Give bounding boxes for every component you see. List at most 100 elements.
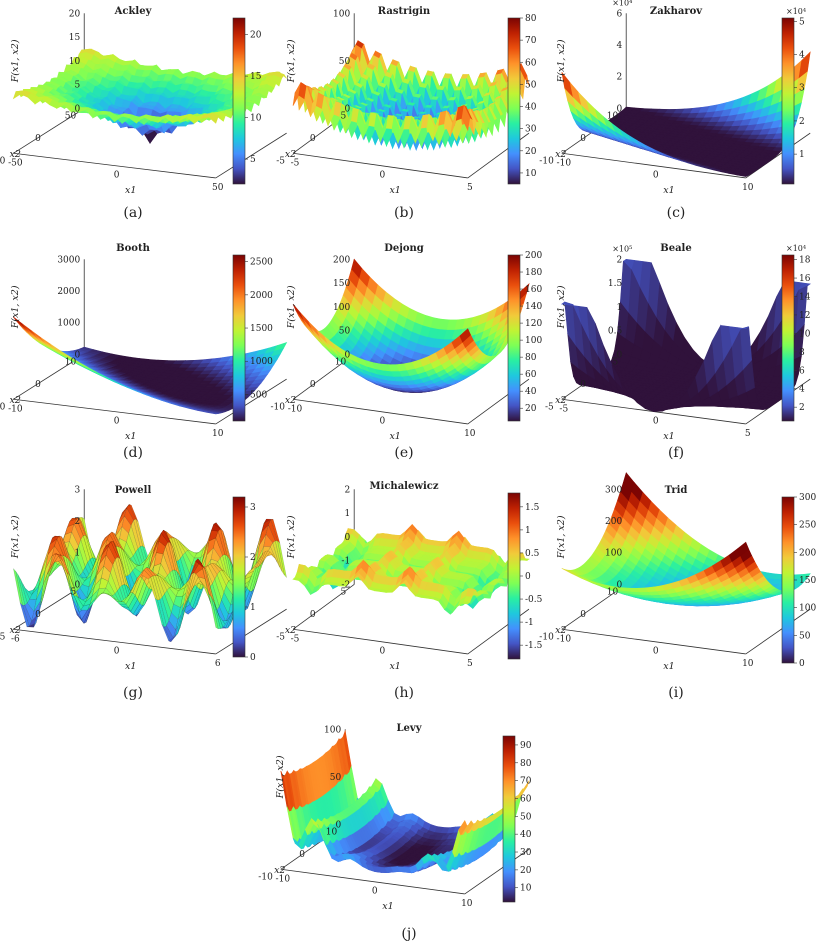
z-tick-label: 1000 xyxy=(57,319,80,329)
x1-tick-label: 6 xyxy=(215,659,221,669)
z-tick-label: 0.5 xyxy=(608,327,623,337)
colorbar xyxy=(232,496,246,658)
x1-tick-label: 0 xyxy=(380,171,386,181)
x1-axis-line xyxy=(292,152,468,179)
x2-tick-label: 10 xyxy=(335,357,347,367)
colorbar-tick-label: 10 xyxy=(799,329,811,339)
z-tick-label: 2 xyxy=(616,255,622,265)
colorbar-tick-label: 2 xyxy=(799,403,805,413)
x1-tick-label: 5 xyxy=(745,429,751,439)
colorbar-tick-label: 2500 xyxy=(250,258,273,268)
colorbar xyxy=(781,254,795,422)
z-axis-label: F(x1, x2) xyxy=(286,285,297,329)
colorbar-tick-label: 1000 xyxy=(250,357,273,367)
x1-tick-label: 10 xyxy=(212,429,224,439)
z-tick-label: 1.5 xyxy=(608,279,623,289)
x2-tick-label: -10 xyxy=(0,402,6,412)
z-multiplier: ×10⁴ xyxy=(612,0,632,7)
z-tick-label: 1 xyxy=(74,549,80,559)
x2-axis-label: x2 xyxy=(285,149,296,160)
colorbar-tick-label: 4 xyxy=(799,385,805,395)
x2-tick-label: 5 xyxy=(612,357,618,367)
colorbar-tick-label: 3 xyxy=(799,84,805,94)
x2-tick-label: 5 xyxy=(340,111,346,121)
colorbar-tick-label: 3 xyxy=(250,503,256,513)
z-tick-label: 50 xyxy=(339,327,351,337)
subplot-title: Dejong xyxy=(384,243,424,254)
x1-tick-label: 0 xyxy=(114,647,120,657)
subplot-title: Beale xyxy=(660,243,691,254)
surface-ackley xyxy=(12,48,287,145)
x1-axis-label: x1 xyxy=(663,185,674,196)
z-tick-label: 50 xyxy=(339,57,351,67)
subplot-title: Booth xyxy=(116,243,150,254)
x1-tick-label: 0 xyxy=(114,171,120,181)
colorbar-tick-label: 8 xyxy=(799,348,805,358)
x1-tick-label: 5 xyxy=(467,183,473,193)
subfigure-label: (e) xyxy=(394,445,413,461)
x2-axis-label: x2 xyxy=(285,395,296,406)
surface-patch xyxy=(208,113,219,124)
colorbar-multiplier: ×10⁴ xyxy=(786,244,806,253)
colorbar-tick-label: 0 xyxy=(250,653,256,663)
x2-tick-label: 5 xyxy=(70,587,76,597)
x1-tick-label: 0 xyxy=(380,417,386,427)
colorbar-tick-label: 200 xyxy=(525,251,542,261)
colorbar xyxy=(507,17,521,185)
colorbar-tick-label: 18 xyxy=(799,256,811,266)
z-tick-label: 200 xyxy=(333,255,350,265)
colorbar-tick-label: 1500 xyxy=(250,324,273,334)
colorbar-tick-label: 120 xyxy=(525,319,542,329)
x1-axis-label: x1 xyxy=(125,185,136,196)
colorbar-tick-label: 60 xyxy=(525,370,537,380)
colorbar-tick-label: 12 xyxy=(799,311,810,321)
x2-tick-label: -10 xyxy=(271,402,286,412)
x1-tick-label: 10 xyxy=(464,429,476,439)
z-axis-label: F(x1, x2) xyxy=(556,39,567,83)
x1-axis-line xyxy=(13,152,216,179)
x2-tick-label: 50 xyxy=(65,111,77,121)
subfigure-label: (a) xyxy=(123,205,142,221)
x1-axis-label: x1 xyxy=(389,185,400,196)
subfigure-label: (f) xyxy=(668,445,684,461)
colorbar-tick-label: 1 xyxy=(799,150,805,160)
x2-tick-label: 0 xyxy=(35,610,41,620)
colorbar-tick-label: 15 xyxy=(250,72,262,82)
subfigure-label: (d) xyxy=(123,445,143,461)
colorbar-tick-label: 50 xyxy=(525,80,537,90)
colorbar-tick-label: 160 xyxy=(525,285,542,295)
colorbar-tick-label: 20 xyxy=(525,404,537,414)
colorbar-tick-label: 4 xyxy=(799,51,805,61)
x2-tick-label: -5 xyxy=(0,632,6,642)
x2-tick-label: -50 xyxy=(0,156,6,166)
z-axis-label: F(x1, x2) xyxy=(10,515,21,559)
surface-michalewicz xyxy=(292,524,530,615)
colorbar-tick-label: 80 xyxy=(525,353,537,363)
x2-axis-label: x2 xyxy=(10,625,21,636)
colorbar xyxy=(232,254,246,422)
subplot-title: Powell xyxy=(115,485,152,496)
colorbar-multiplier: ×10⁴ xyxy=(786,7,806,16)
x1-tick-label: 0 xyxy=(653,417,659,427)
colorbar-tick-label: 80 xyxy=(525,14,537,24)
z-tick-label: 150 xyxy=(333,279,350,289)
colorbar-tick-label: 40 xyxy=(525,387,537,397)
colorbar-tick-label: 5 xyxy=(799,17,805,27)
x1-axis-label: x1 xyxy=(125,431,136,442)
colorbar-tick-label: 40 xyxy=(525,103,537,113)
x2-axis-label: x2 xyxy=(555,395,566,406)
subplot-title: Zakharov xyxy=(650,6,703,17)
surface-dejong xyxy=(292,258,530,393)
z-tick-label: 2000 xyxy=(57,287,80,297)
colorbar-tick-label: 10 xyxy=(525,169,537,179)
surface-beale xyxy=(561,258,811,412)
colorbar-tick-label: 140 xyxy=(525,302,542,312)
z-multiplier: ×10⁵ xyxy=(612,244,632,253)
colorbar-tick-label: 1 xyxy=(250,603,256,613)
